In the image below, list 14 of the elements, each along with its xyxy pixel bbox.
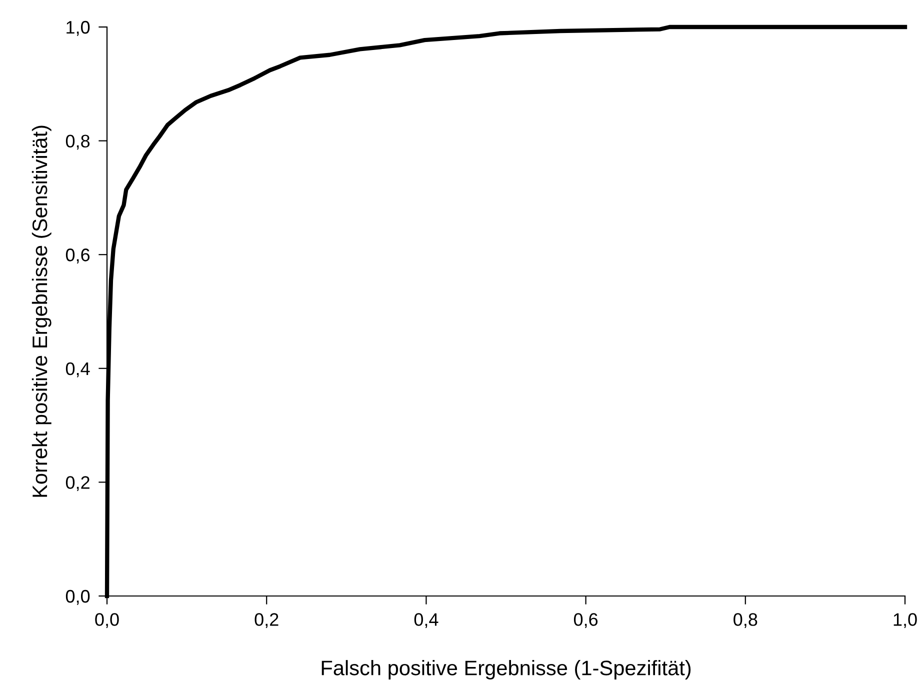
x-tick-label: 0,4 bbox=[414, 613, 438, 628]
x-tick-label: 1,0 bbox=[894, 613, 917, 628]
y-axis-title: Korrekt positive Ergebnisse (Sensitivität) bbox=[32, 126, 52, 497]
y-tick-label: 0,0 bbox=[66, 590, 90, 605]
x-tick-label: 0,6 bbox=[574, 613, 598, 628]
y-tick-label: 0,4 bbox=[66, 362, 90, 378]
y-tick-label: 0,8 bbox=[66, 134, 90, 150]
y-tick-label: 0,2 bbox=[66, 476, 90, 492]
y-tick-label: 0,6 bbox=[66, 248, 90, 264]
x-tick-label: 0,8 bbox=[734, 613, 758, 628]
x-tick-label: 0,2 bbox=[254, 613, 278, 628]
x-axis-title: Falsch positive Ergebnisse (1-Spezifität) bbox=[322, 660, 691, 680]
y-tick-label: 1,0 bbox=[66, 20, 90, 36]
x-tick-label: 0,0 bbox=[95, 613, 119, 628]
